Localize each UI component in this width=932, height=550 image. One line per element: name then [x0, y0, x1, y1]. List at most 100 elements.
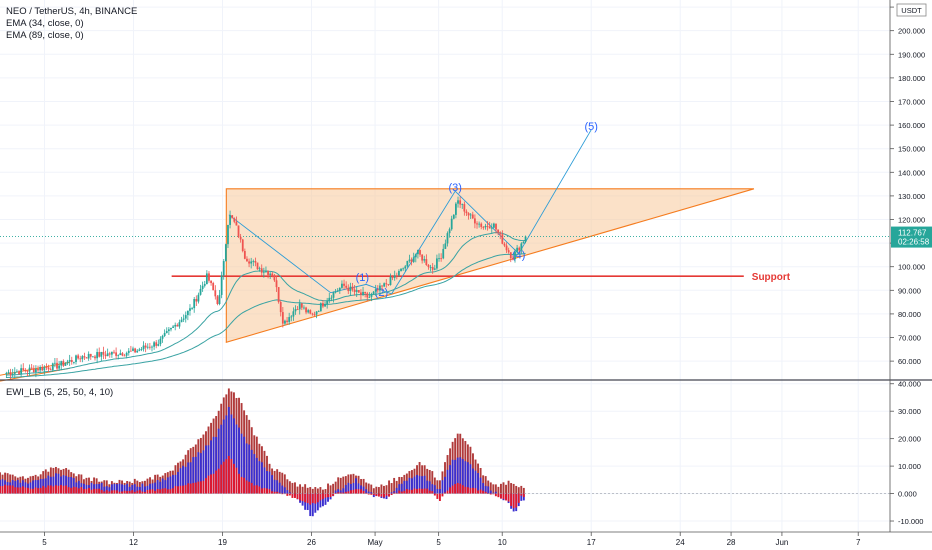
- candle-body: [465, 211, 468, 214]
- candle-body: [501, 234, 504, 244]
- osc-bar-blue: [283, 487, 286, 494]
- osc-bar-red: [469, 488, 472, 494]
- osc-bar-blue: [16, 479, 19, 494]
- candle-body: [281, 312, 284, 324]
- osc-bar-red: [171, 488, 174, 494]
- osc-bar-blue: [52, 476, 55, 494]
- osc-bar-upper: [349, 474, 352, 494]
- osc-bar-red: [375, 493, 378, 496]
- candle-body: [218, 294, 221, 304]
- candle-body: [26, 370, 29, 372]
- osc-bar-red: [189, 483, 192, 494]
- osc-bar-blue: [205, 445, 207, 494]
- osc-bar-red: [393, 492, 396, 494]
- osc-bar-red: [154, 490, 157, 494]
- candle-body: [39, 367, 42, 371]
- candle-body: [381, 285, 383, 287]
- last-price-badge: 112.767 02:26:58: [891, 226, 932, 248]
- candle-body: [522, 241, 525, 244]
- candle-body: [279, 302, 282, 313]
- osc-bar-upper: [309, 487, 312, 494]
- candle-body: [459, 200, 462, 205]
- osc-bar-red: [520, 493, 523, 496]
- candle-body: [467, 213, 470, 216]
- candle-body: [332, 292, 335, 298]
- candle-body: [290, 316, 293, 318]
- osc-bar-red: [459, 483, 462, 494]
- osc-bar-red: [141, 491, 144, 494]
- osc-bar-blue: [156, 480, 159, 494]
- candle-body: [315, 311, 318, 315]
- candle-body: [250, 261, 253, 264]
- candle-body: [262, 271, 265, 273]
- osc-bar-red: [67, 487, 70, 494]
- candle-body: [366, 293, 369, 298]
- osc-bar-blue: [105, 486, 108, 494]
- candle-body: [347, 287, 350, 292]
- candle-body: [305, 307, 307, 313]
- candle-body: [438, 258, 440, 260]
- candle-body: [474, 218, 476, 224]
- osc-bar-upper: [372, 488, 375, 494]
- candle-body: [125, 352, 128, 356]
- osc-bar-blue: [400, 483, 403, 494]
- osc-bar-red: [192, 482, 195, 494]
- osc-bar-upper: [306, 487, 309, 494]
- osc-bar-red: [474, 488, 477, 494]
- osc-bar-red: [128, 490, 131, 494]
- osc-bar-red: [65, 485, 68, 494]
- candle-body: [419, 250, 421, 255]
- osc-bar-red: [151, 489, 154, 494]
- candle-body: [98, 352, 101, 357]
- candle-body: [108, 353, 111, 355]
- osc-bar-upper: [301, 486, 304, 494]
- osc-bar-upper: [296, 486, 299, 494]
- candle-body: [246, 258, 248, 262]
- osc-bar-red: [294, 493, 296, 498]
- candle-body: [66, 361, 69, 364]
- osc-bar-blue: [164, 480, 167, 494]
- osc-bar-red: [116, 490, 118, 494]
- candle-body: [241, 239, 244, 252]
- channel-line: [0, 361, 71, 376]
- candle-body: [43, 367, 46, 371]
- candle-body: [224, 244, 227, 262]
- osc-bar-red: [235, 467, 238, 494]
- osc-bar-blue: [182, 465, 185, 494]
- osc-bar-upper: [507, 480, 510, 494]
- osc-bar-blue: [321, 493, 324, 507]
- osc-bar-red: [108, 491, 111, 494]
- osc-bar-blue: [207, 445, 210, 494]
- osc-bar-blue: [288, 492, 291, 494]
- osc-bar-red: [42, 485, 45, 494]
- candle-body: [54, 362, 56, 364]
- candle-body: [414, 254, 417, 258]
- candle-body: [148, 346, 151, 348]
- candle-body: [385, 283, 388, 285]
- osc-bar-red: [342, 492, 345, 494]
- candle-body: [75, 355, 77, 362]
- osc-bar-upper: [365, 482, 368, 494]
- candle-body: [421, 254, 424, 261]
- osc-bar-red: [240, 476, 243, 494]
- osc-bar-red: [253, 485, 256, 494]
- last-price-value: 112.767: [898, 229, 927, 238]
- candle-body: [134, 348, 137, 353]
- osc-bar-blue: [472, 468, 474, 494]
- osc-bar-red: [337, 492, 340, 494]
- osc-bar-red: [410, 489, 413, 494]
- price-tick-label: 90.000: [898, 286, 921, 295]
- currency-button[interactable]: USDT: [896, 3, 927, 17]
- osc-bar-upper: [517, 487, 520, 494]
- osc-bar-blue: [255, 457, 258, 494]
- osc-bar-red: [21, 486, 24, 494]
- candle-body: [229, 215, 231, 225]
- osc-bar-red: [438, 493, 441, 501]
- osc-tick-label: 0.000: [898, 490, 917, 499]
- candle-body: [252, 261, 255, 262]
- osc-bar-upper: [342, 476, 345, 494]
- candle-body: [233, 218, 236, 222]
- osc-bar-blue: [230, 414, 233, 494]
- osc-bar-blue: [199, 453, 202, 494]
